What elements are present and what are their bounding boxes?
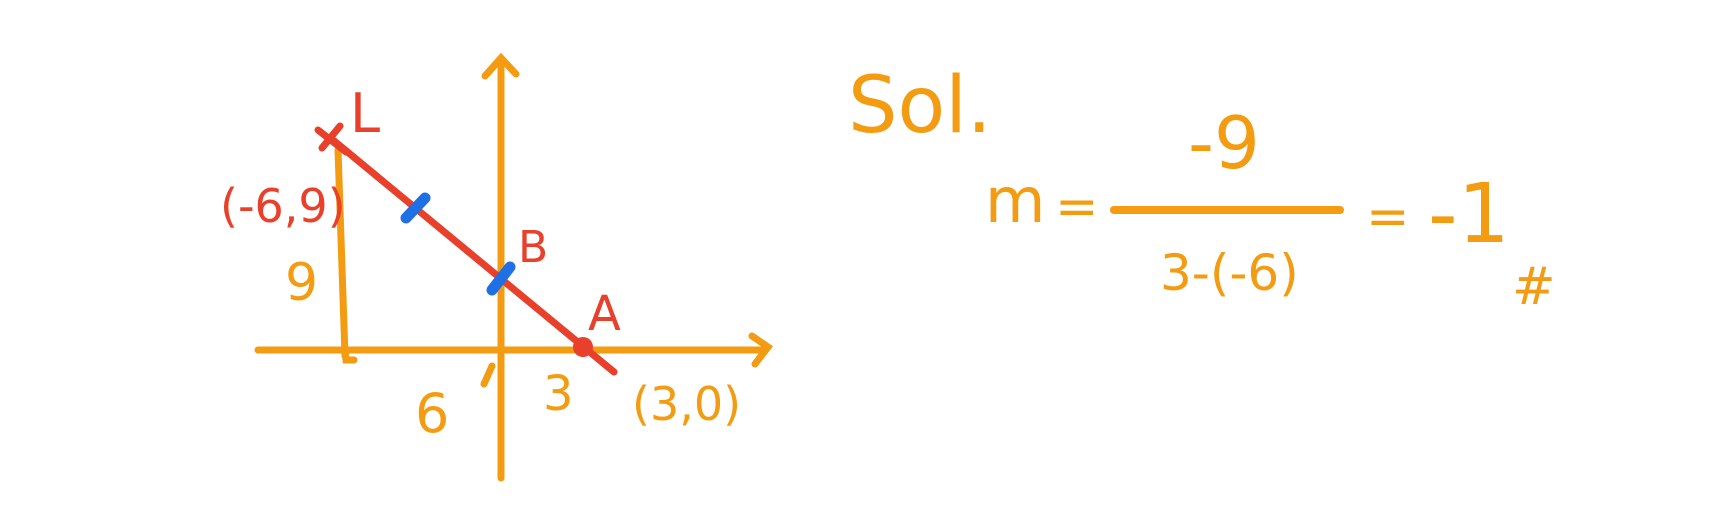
blue-tick-midpoint [400, 192, 431, 224]
height-dropline [334, 146, 349, 360]
y-axis-arrow [481, 52, 520, 80]
point-a-coords: (3,0) [632, 377, 741, 431]
line-l-segment [329, 136, 618, 376]
end-mark: # [1512, 257, 1556, 317]
fraction-numerator: -9 [1188, 101, 1260, 185]
top-cross-b [318, 122, 344, 152]
x-axis-arrow [748, 332, 774, 368]
point-a-label: A [588, 286, 621, 342]
blue-tick-point-b [486, 261, 516, 296]
solution-heading: Sol. [848, 61, 992, 151]
slope-result: -1 [1428, 167, 1510, 262]
point-a-dot [573, 337, 593, 357]
tick-neg-six [341, 346, 358, 364]
line-l [314, 122, 618, 376]
point-b-label: B [518, 222, 548, 273]
equals-sign-1: = [1055, 177, 1099, 237]
point-top-coords: (-6,9) [220, 179, 346, 233]
equals-sign-2: = [1366, 187, 1410, 247]
blue-marks [400, 192, 516, 296]
fraction-denominator: 3-(-6) [1160, 244, 1299, 302]
tick-origin [480, 362, 496, 388]
height-label: 9 [285, 253, 318, 313]
line-l-label: L [350, 82, 380, 145]
neg-x-label: 6 [415, 382, 449, 445]
pos-x-label: 3 [543, 366, 574, 422]
slope-variable: m [985, 164, 1045, 237]
